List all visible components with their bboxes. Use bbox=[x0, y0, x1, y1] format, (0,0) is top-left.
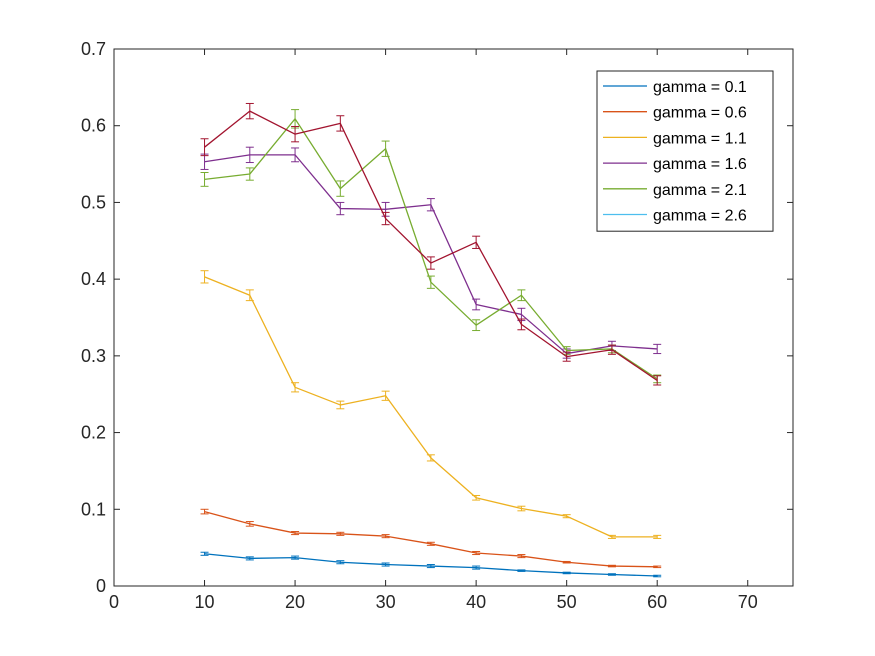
axes-layer: 0 10 20 30 40 50 60 70 0 0.1 0.2 0.3 0.4 0.5 0.6 0.7 bbox=[81, 39, 794, 612]
error-bar bbox=[653, 534, 662, 539]
legend-entry: gamma = 1.6 bbox=[603, 156, 747, 173]
x-tick-label: 70 bbox=[738, 592, 758, 612]
error-bar bbox=[562, 560, 571, 564]
error-bar bbox=[381, 534, 390, 539]
error-bar bbox=[472, 494, 481, 501]
legend-entry: gamma = 0.1 bbox=[603, 79, 747, 96]
legend-label: gamma = 0.6 bbox=[653, 105, 747, 122]
legend-entry: gamma = 1.1 bbox=[603, 130, 747, 147]
error-bar bbox=[291, 555, 300, 560]
error-bar bbox=[607, 573, 616, 576]
x-tick-label: 40 bbox=[466, 592, 486, 612]
error-bar bbox=[426, 256, 435, 270]
error-bar bbox=[291, 382, 300, 393]
error-bar bbox=[517, 289, 526, 302]
axes-box bbox=[113, 48, 794, 587]
error-bar bbox=[472, 319, 481, 332]
legend: gamma = 0.1 gamma = 0.6 gamma = 1.1 gamma =… bbox=[596, 70, 774, 232]
error-bar bbox=[381, 211, 390, 226]
error-bar bbox=[291, 531, 300, 536]
error-bar bbox=[607, 564, 616, 568]
series-1 bbox=[200, 508, 662, 569]
error-bar bbox=[200, 172, 209, 187]
legend-entry: gamma = 2.6 bbox=[603, 208, 747, 225]
error-bar bbox=[472, 235, 481, 249]
error-bar bbox=[200, 270, 209, 284]
legend-label: gamma = 1.1 bbox=[653, 130, 747, 147]
error-bar bbox=[381, 562, 390, 567]
error-bar bbox=[653, 343, 662, 355]
error-bar bbox=[200, 138, 209, 157]
error-bar bbox=[245, 556, 254, 561]
legend-entry: gamma = 2.1 bbox=[603, 182, 747, 199]
y-tick-label: 0 bbox=[96, 576, 106, 596]
legend-label: gamma = 2.1 bbox=[653, 182, 747, 199]
error-bar bbox=[336, 180, 345, 197]
error-bar bbox=[291, 125, 300, 143]
legend-label: gamma = 1.6 bbox=[653, 156, 747, 173]
y-tick-label: 0.4 bbox=[81, 269, 106, 289]
error-bar bbox=[517, 505, 526, 512]
error-bar bbox=[336, 531, 345, 536]
error-bar bbox=[517, 554, 526, 559]
legend-label: gamma = 2.6 bbox=[653, 208, 747, 225]
y-tick-label: 0.5 bbox=[81, 192, 106, 212]
legend-box bbox=[596, 70, 774, 232]
error-bar bbox=[472, 298, 481, 311]
series-0 bbox=[200, 551, 662, 578]
error-bar bbox=[426, 454, 435, 462]
error-bar bbox=[426, 541, 435, 546]
x-tick-label: 0 bbox=[109, 592, 119, 612]
legend-entry: gamma = 0.6 bbox=[603, 105, 747, 122]
x-tick-label: 60 bbox=[647, 592, 667, 612]
error-bar bbox=[426, 198, 435, 212]
series-2 bbox=[200, 270, 662, 539]
error-bar bbox=[200, 551, 209, 556]
error-bar bbox=[245, 146, 254, 164]
error-bar bbox=[472, 550, 481, 556]
x-tick-label: 10 bbox=[195, 592, 215, 612]
error-bar bbox=[200, 508, 209, 515]
x-tick-label: 30 bbox=[376, 592, 396, 612]
error-bar bbox=[562, 571, 571, 575]
error-bar bbox=[653, 574, 662, 578]
y-tick-label: 0.7 bbox=[81, 39, 106, 59]
error-bar bbox=[426, 564, 435, 569]
y-tick-label: 0.1 bbox=[81, 499, 106, 519]
error-bar bbox=[291, 147, 300, 163]
error-bar bbox=[517, 569, 526, 572]
error-bar bbox=[336, 560, 345, 565]
y-tick-label: 0.3 bbox=[81, 346, 106, 366]
error-bar bbox=[245, 289, 254, 302]
error-bar bbox=[607, 344, 616, 355]
y-tick-label: 0.6 bbox=[81, 116, 106, 136]
x-tick-label: 20 bbox=[285, 592, 305, 612]
error-bar bbox=[336, 400, 345, 410]
error-bar bbox=[607, 534, 616, 539]
error-bar bbox=[381, 140, 390, 157]
error-bar bbox=[562, 514, 571, 519]
error-bar bbox=[245, 102, 254, 120]
x-tick-label: 50 bbox=[557, 592, 577, 612]
error-bar bbox=[245, 167, 254, 181]
series-6 bbox=[200, 102, 662, 386]
y-tick-label: 0.2 bbox=[81, 423, 106, 443]
error-bar bbox=[562, 351, 571, 362]
error-bar bbox=[426, 275, 435, 289]
series-layer bbox=[200, 102, 662, 578]
error-bar bbox=[472, 565, 481, 570]
error-bar bbox=[245, 521, 254, 527]
error-bar bbox=[336, 201, 345, 216]
error-bar bbox=[381, 390, 390, 401]
error-bar bbox=[517, 318, 526, 331]
error-bar bbox=[653, 565, 662, 569]
error-bar bbox=[336, 115, 345, 132]
legend-label: gamma = 0.1 bbox=[653, 79, 747, 96]
error-bar bbox=[653, 375, 662, 386]
